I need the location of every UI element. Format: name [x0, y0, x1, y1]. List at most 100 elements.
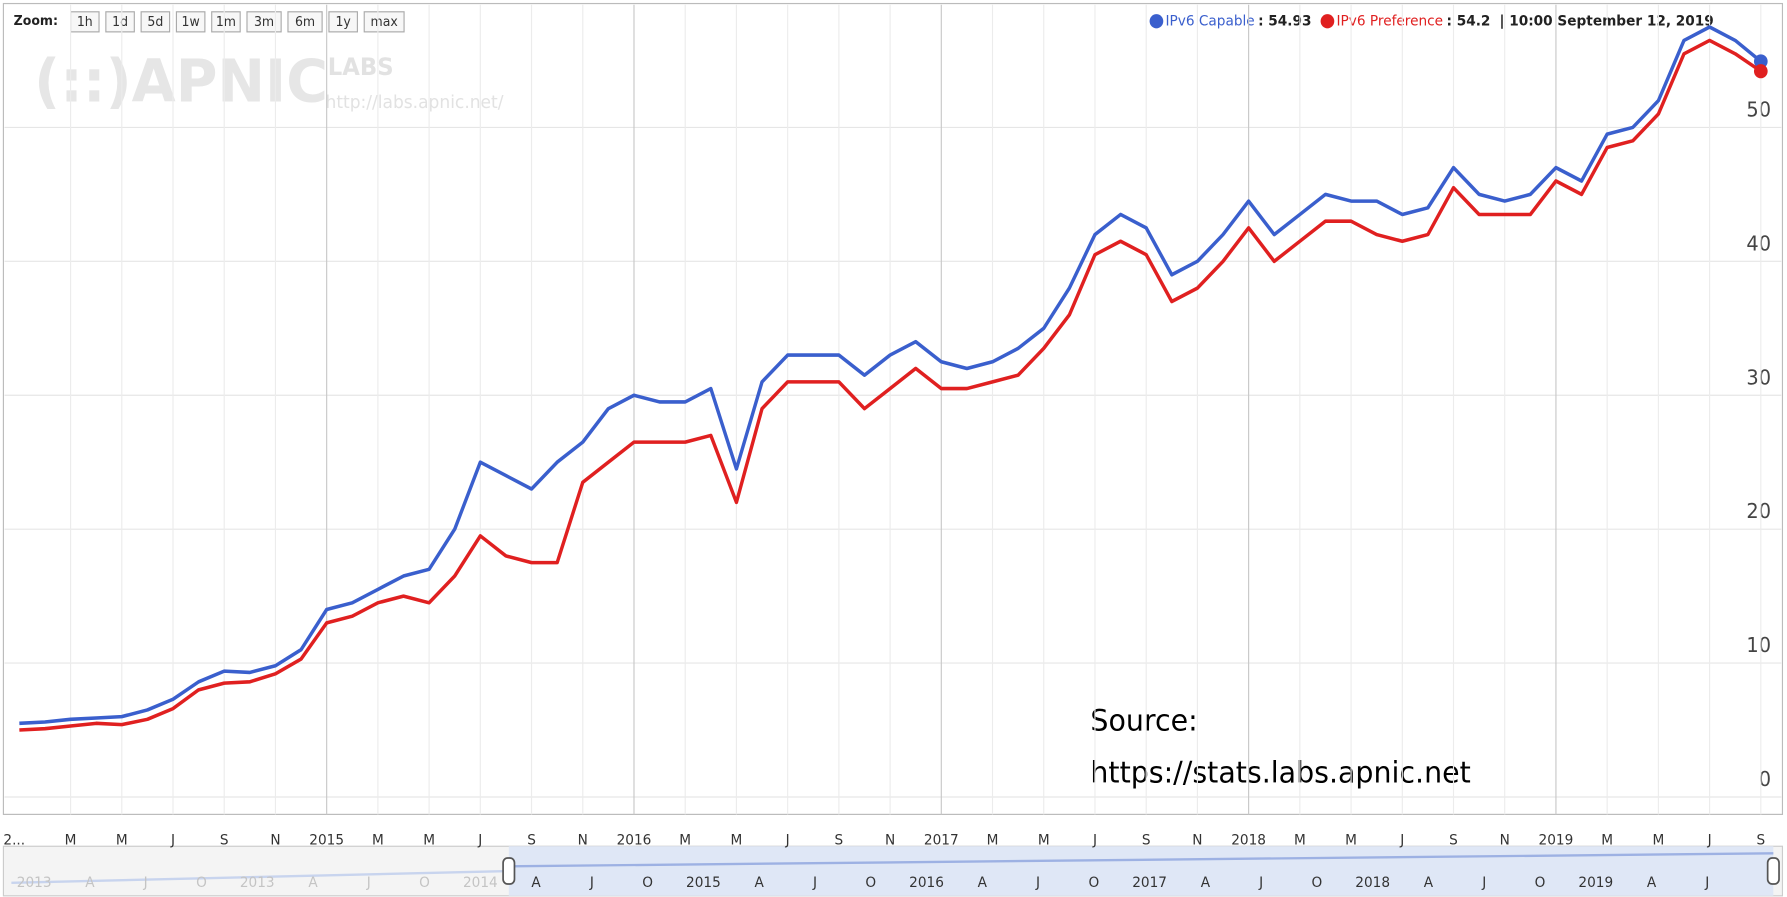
x-tick-label: S — [835, 832, 844, 848]
range-label: 2016 — [909, 875, 944, 891]
zoom-button[interactable] — [287, 11, 323, 33]
x-tick-label: S — [1756, 832, 1765, 848]
range-trace — [11, 869, 509, 885]
x-tick-label: J — [477, 832, 482, 848]
zoom-button-label[interactable]: 1w — [182, 15, 200, 30]
x-tick-label: S — [1142, 832, 1151, 848]
x-tick-label: J — [785, 832, 790, 848]
legend-name: IPv6 Preference — [1337, 13, 1444, 29]
x-tick-label: M — [1038, 832, 1050, 848]
range-label: 2019 — [1578, 875, 1613, 891]
x-tick-label: M — [679, 832, 691, 848]
x-tick-label: N — [578, 832, 588, 848]
zoom-button[interactable] — [246, 11, 282, 33]
zoom-button-label[interactable]: 3m — [254, 15, 274, 30]
legend-name: IPv6 Capable — [1166, 13, 1255, 29]
x-tick-label: 2017 — [924, 832, 959, 848]
x-tick-label: J — [1399, 832, 1404, 848]
x-tick-label: M — [116, 832, 128, 848]
range-label: J — [143, 875, 148, 891]
zoom-button[interactable] — [175, 11, 206, 33]
zoom-button-label[interactable]: 1m — [216, 15, 236, 30]
legend-value: : 54.2 — [1446, 13, 1490, 29]
y-tick-label: 30 — [1746, 366, 1771, 389]
range-label: O — [196, 875, 207, 891]
range-label: J — [1481, 875, 1486, 891]
series-line — [19, 25, 1762, 726]
x-tick-label: 2016 — [617, 832, 652, 848]
range-label: J — [1035, 875, 1040, 891]
range-handle[interactable] — [502, 857, 516, 885]
range-label: 2014 — [463, 875, 498, 891]
range-label: O — [1088, 875, 1099, 891]
range-label: 2013 — [17, 875, 52, 891]
zoom-button[interactable] — [363, 11, 405, 33]
range-trace — [508, 852, 1774, 868]
zoom-button[interactable] — [105, 11, 135, 33]
zoom-button-label[interactable]: 1y — [335, 15, 351, 30]
zoom-button[interactable] — [140, 11, 171, 33]
x-tick-label: M — [987, 832, 999, 848]
range-label: A — [1424, 875, 1434, 891]
zoom-button-label[interactable]: 6m — [295, 15, 315, 30]
legend-dot — [1320, 14, 1335, 29]
range-label: J — [812, 875, 817, 891]
x-tick-label: N — [1500, 832, 1510, 848]
range-label: J — [1704, 875, 1709, 891]
annotation: Source: — [1090, 703, 1197, 738]
x-tick-label: M — [1294, 832, 1306, 848]
range-label: J — [1258, 875, 1263, 891]
zoom-button[interactable] — [328, 11, 358, 33]
x-tick-label: 2019 — [1539, 832, 1574, 848]
range-label: 2018 — [1355, 875, 1390, 891]
y-tick-label: 0 — [1759, 768, 1771, 791]
x-tick-label: 2018 — [1231, 832, 1266, 848]
y-tick-label: 40 — [1746, 232, 1771, 255]
zoom-button-label[interactable]: 1h — [77, 15, 93, 30]
x-tick-label: M — [423, 832, 435, 848]
range-label: 2015 — [686, 875, 721, 891]
range-label: A — [531, 875, 541, 891]
annotation: https://stats.labs.apnic.net — [1090, 755, 1470, 790]
x-tick-label: M — [372, 832, 384, 848]
x-tick-label: 2015 — [309, 832, 344, 848]
range-label: A — [308, 875, 318, 891]
zoom-label: Zoom: — [14, 14, 58, 29]
zoom-button-label[interactable]: 1d — [112, 15, 128, 30]
watermark-url: http://labs.apnic.net/ — [326, 93, 504, 113]
watermark-labs: LABS — [328, 54, 394, 81]
x-tick-label: S — [220, 832, 229, 848]
range-label: A — [1647, 875, 1657, 891]
range-label: O — [865, 875, 876, 891]
plot-frame — [2, 2, 1784, 815]
x-tick-label: N — [270, 832, 280, 848]
x-tick-label: J — [1092, 832, 1097, 848]
y-tick-label: 10 — [1746, 634, 1771, 657]
range-label: O — [1312, 875, 1323, 891]
zoom-button-label[interactable]: max — [371, 15, 399, 30]
zoom-button[interactable] — [211, 11, 241, 33]
x-tick-label: N — [1192, 832, 1202, 848]
watermark-logo: (::)APNIC — [34, 46, 328, 115]
range-label: O — [642, 875, 653, 891]
x-tick-label: 2... — [3, 832, 25, 848]
x-tick-label: N — [885, 832, 895, 848]
range-handle[interactable] — [1766, 857, 1780, 885]
series-line — [19, 38, 1762, 732]
range-label: J — [366, 875, 371, 891]
y-tick-label: 50 — [1746, 98, 1771, 121]
zoom-button-label[interactable]: 5d — [147, 15, 163, 30]
range-label: 2013 — [240, 875, 275, 891]
range-label: A — [978, 875, 988, 891]
range-label: J — [589, 875, 594, 891]
x-tick-label: M — [1652, 832, 1664, 848]
x-tick-label: M — [1601, 832, 1613, 848]
range-label: A — [85, 875, 95, 891]
x-tick-label: S — [1449, 832, 1458, 848]
range-label: O — [1535, 875, 1546, 891]
range-label: A — [755, 875, 765, 891]
legend-value: : 54.93 — [1258, 13, 1311, 29]
x-tick-label: M — [65, 832, 77, 848]
x-tick-label: J — [1707, 832, 1712, 848]
x-tick-label: M — [1345, 832, 1357, 848]
